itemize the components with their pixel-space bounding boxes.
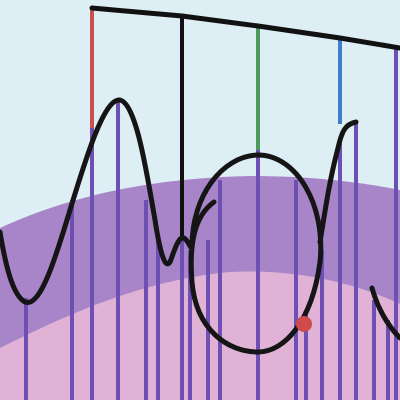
flag-poles [90,8,342,236]
drawn-track-line [0,97,324,355]
front-hill [0,271,400,400]
top-rope [89,5,400,51]
player-ball[interactable] [296,316,312,332]
drawn-line-right-segment [317,119,359,245]
drawn-line-tail [369,285,400,341]
